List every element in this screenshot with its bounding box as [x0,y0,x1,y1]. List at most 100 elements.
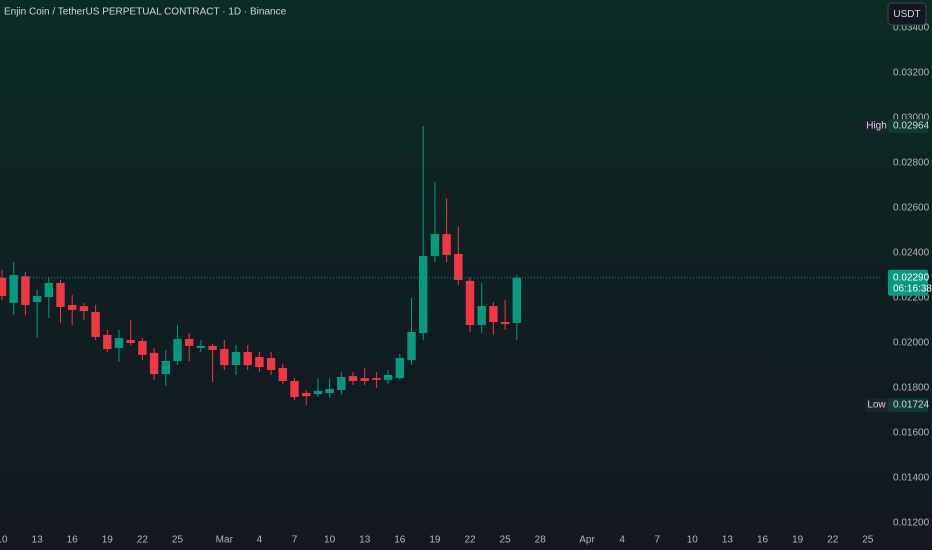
candle-body [9,275,18,303]
candle-body [243,351,252,366]
y-tick-label: 0.03400 [893,23,930,34]
candle-body [372,378,381,380]
y-tick-label: 0.03200 [893,68,930,79]
x-tick-label: 13 [359,535,371,546]
x-tick-label: 7 [654,535,660,546]
x-tick-label: 16 [394,535,406,546]
y-tick-label: 0.02600 [893,203,930,214]
y-tick-label: 0.01600 [893,428,930,439]
x-tick-label: 16 [67,535,79,546]
candle-body [21,276,30,305]
x-tick-label: 22 [464,535,476,546]
currency-button[interactable] [887,2,927,26]
y-tick-label: 0.02200 [893,293,930,304]
candle-body [395,358,405,379]
candle-body [161,360,171,375]
currency-button-label[interactable]: USDT [893,9,920,20]
candle-body [477,306,486,325]
candle-body [407,331,416,361]
x-tick-label: 13 [722,535,734,546]
candle-body [337,376,346,391]
y-tick-label: 0.03000 [893,113,930,124]
candle-body [430,234,440,256]
marker-name-box [865,398,888,413]
x-tick-label: 16 [757,535,769,546]
marker-value: 0.02964 [893,121,930,132]
candle-body [103,334,112,350]
candle-body [348,376,358,382]
marker-name-box [865,119,888,134]
x-tick-label: 4 [257,535,263,546]
candle-body [114,338,124,348]
candle-body [255,356,264,368]
x-tick-label: 22 [137,535,149,546]
last-price-box [888,269,928,296]
candle-body [149,352,159,375]
candle-body [418,255,428,334]
candle-body [184,338,194,346]
candle-body [44,282,54,298]
candle-body [0,277,7,296]
x-tick-label: Apr [579,535,595,546]
x-tick-label: 7 [292,535,298,546]
candle-body [278,367,288,382]
y-tick-label: 0.01200 [893,518,930,529]
candle-body [325,388,334,393]
candle-body [173,338,182,361]
y-tick-label: 0.01400 [893,473,930,484]
marker-name: High [866,121,887,132]
marker-name: Low [867,400,886,411]
chart-title: Enjin Coin / TetherUS PERPETUAL CONTRACT… [4,7,287,18]
x-tick-label: 28 [535,535,547,546]
x-tick-label: Mar [216,535,234,546]
candle-body [79,306,89,312]
last-price-label: 0.02290 [893,272,930,283]
countdown-label: 06:16:38 [893,283,932,294]
x-tick-label: 25 [862,535,874,546]
candle-body [91,311,100,337]
y-tick-label: 0.02400 [893,248,930,259]
candle-body [231,351,241,366]
x-tick-label: 25 [172,535,184,546]
candle-body [126,340,135,343]
candle-body [32,295,42,303]
x-tick-label: 19 [102,535,114,546]
marker-value-box [888,398,928,413]
candle-body [290,381,299,397]
y-tick-label: 0.01800 [893,383,930,394]
price-axis: 0.01200 0.01400 0.01600 0.01800 0.02000 0.022… [0,23,932,546]
candle-body [442,234,451,256]
x-tick-label: 19 [429,535,441,546]
candle-body [208,345,217,350]
candle-body [383,374,393,380]
candle-body [301,392,311,397]
x-tick-label: 22 [827,535,839,546]
x-tick-label: 13 [32,535,44,546]
candle-body [465,280,475,325]
candle-body [138,340,147,355]
candle-body [360,378,369,382]
plot-area [0,126,880,406]
y-tick-label: 0.02800 [893,158,930,169]
x-tick-label: 10 [324,535,336,546]
candle-body [500,322,510,325]
x-tick-label: 4 [619,535,625,546]
candle-body [220,349,229,366]
y-tick-label: 0.02000 [893,338,930,349]
candle-body [196,345,206,348]
candle-body [313,390,323,395]
candle-body [67,304,77,310]
x-tick-label: 10 [0,535,8,546]
marker-value-box [888,119,928,134]
x-tick-label: 25 [500,535,512,546]
candle-body [266,358,276,370]
marker-value: 0.01724 [893,400,930,411]
x-tick-label: 10 [687,535,699,546]
candle-body [512,277,522,323]
x-tick-label: 19 [792,535,804,546]
candle-body [454,253,463,280]
candle-body [56,282,65,307]
